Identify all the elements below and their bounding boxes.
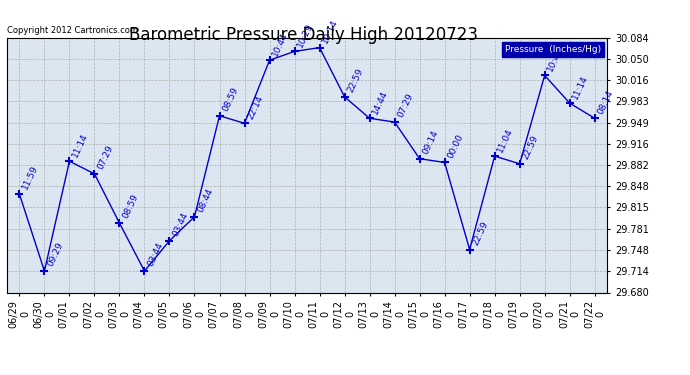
Text: 08:14: 08:14 xyxy=(596,88,615,116)
Text: 07:29: 07:29 xyxy=(96,144,115,171)
Text: 10:44: 10:44 xyxy=(271,30,290,57)
Text: Pressure  (Inches/Hg): Pressure (Inches/Hg) xyxy=(505,45,601,54)
Text: 07:29: 07:29 xyxy=(396,92,415,119)
Text: 10:44: 10:44 xyxy=(546,46,565,73)
Text: 09:14: 09:14 xyxy=(421,129,440,156)
Text: 11:04: 11:04 xyxy=(496,126,515,153)
Text: 11:14: 11:14 xyxy=(71,131,90,158)
Text: 08:44: 08:44 xyxy=(196,187,215,214)
Text: Barometric Pressure Daily High 20120723: Barometric Pressure Daily High 20120723 xyxy=(129,26,478,44)
Text: 10:14: 10:14 xyxy=(321,18,340,45)
Text: 22:14: 22:14 xyxy=(246,94,265,121)
Text: 08:59: 08:59 xyxy=(121,193,140,220)
Text: 11:59: 11:59 xyxy=(21,164,40,191)
Text: 03:44: 03:44 xyxy=(146,241,165,268)
Text: 03:44: 03:44 xyxy=(171,211,190,238)
Text: 11:14: 11:14 xyxy=(571,73,590,100)
Text: Copyright 2012 Cartronics.com: Copyright 2012 Cartronics.com xyxy=(7,26,138,35)
Text: 00:00: 00:00 xyxy=(446,132,465,160)
Text: 22:59: 22:59 xyxy=(471,220,490,247)
Text: 14:44: 14:44 xyxy=(371,88,390,116)
Text: 08:59: 08:59 xyxy=(221,86,240,113)
Text: 09:29: 09:29 xyxy=(46,241,65,268)
Text: 22:59: 22:59 xyxy=(521,134,540,161)
Text: 10:29: 10:29 xyxy=(296,21,315,49)
Text: 22:59: 22:59 xyxy=(346,67,365,94)
